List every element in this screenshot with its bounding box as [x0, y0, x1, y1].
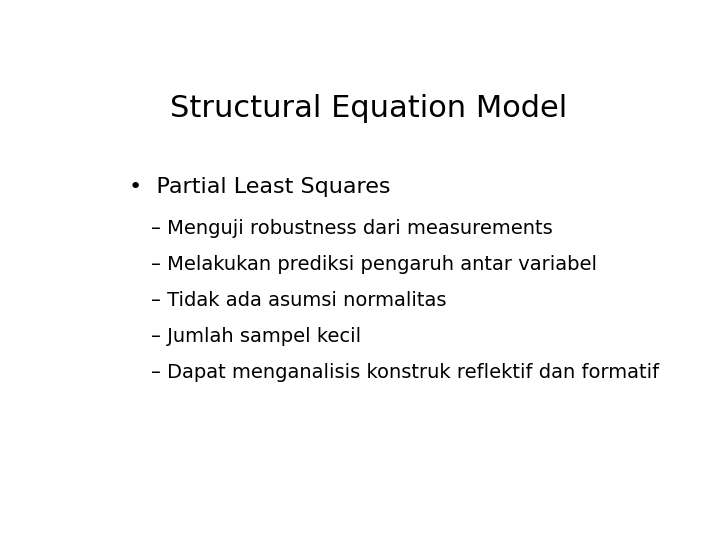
Text: – Dapat menganalisis konstruk reflektif dan formatif: – Dapat menganalisis konstruk reflektif …: [151, 363, 660, 382]
Text: – Menguji robustness dari measurements: – Menguji robustness dari measurements: [151, 219, 553, 238]
Text: •  Partial Least Squares: • Partial Least Squares: [129, 177, 390, 197]
Text: – Tidak ada asumsi normalitas: – Tidak ada asumsi normalitas: [151, 291, 447, 310]
Text: – Jumlah sampel kecil: – Jumlah sampel kecil: [151, 327, 361, 346]
Text: Structural Equation Model: Structural Equation Model: [171, 94, 567, 123]
Text: – Melakukan prediksi pengaruh antar variabel: – Melakukan prediksi pengaruh antar vari…: [151, 255, 598, 274]
